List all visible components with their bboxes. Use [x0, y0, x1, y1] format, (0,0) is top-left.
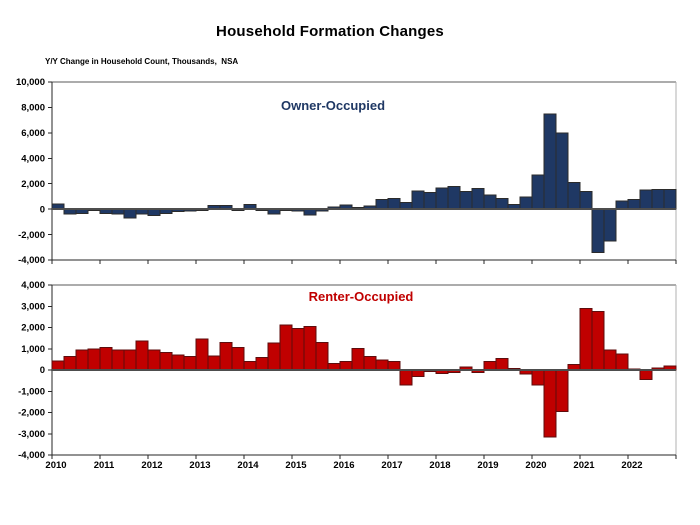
owner-y-tick-label: 8,000 [21, 103, 45, 114]
renter-y-tick-label: 3,000 [21, 301, 45, 312]
renter-bar-2021Q4 [615, 353, 629, 371]
owner-y-tick-label: -4,000 [18, 255, 45, 266]
renter-bar-2014Q3 [267, 342, 281, 371]
x-year-label-2013: 2013 [189, 460, 210, 471]
renter-bar-2015Q2 [303, 326, 317, 371]
renter-bar-2012Q2 [159, 352, 173, 371]
owner-bar-2020Q4 [567, 181, 581, 210]
renter-bar-2021Q2 [591, 311, 605, 371]
renter-y-tick-label: -2,000 [18, 408, 45, 419]
owner-bar-2019Q1 [483, 194, 497, 210]
owner-y-tick-label: 0 [40, 204, 45, 215]
renter-bar-2014Q2 [255, 356, 269, 371]
renter-y-tick-label: 4,000 [21, 280, 45, 291]
renter-bar-2015Q3 [315, 341, 329, 371]
renter-bar-2010Q4 [87, 348, 101, 371]
owner-bar-2021Q3 [603, 208, 617, 242]
renter-bar-2017Q1 [387, 361, 401, 371]
x-year-label-2016: 2016 [333, 460, 354, 471]
renter-bar-2013Q3 [219, 342, 233, 371]
owner-bar-2018Q4 [471, 188, 485, 210]
renter-bar-2014Q1 [243, 361, 257, 371]
renter-bar-2019Q1 [483, 361, 497, 371]
renter-y-tick-label: -3,000 [18, 429, 45, 440]
renter-bar-2013Q2 [207, 355, 221, 371]
renter-bar-2011Q4 [135, 340, 149, 371]
renter-y-tick-label: 1,000 [21, 344, 45, 355]
owner-bar-2022Q2 [639, 189, 653, 210]
owner-y-tick-label: 10,000 [16, 77, 45, 88]
renter-bar-2011Q1 [99, 347, 113, 371]
x-year-label-2014: 2014 [237, 460, 259, 471]
owner-bar-2019Q4 [519, 196, 533, 210]
owner-bar-2020Q1 [531, 174, 545, 210]
renter-y-tick-label: 2,000 [21, 323, 45, 334]
owner-occupied-series-label: Owner-Occupied [280, 98, 386, 113]
owner-bar-2021Q1 [579, 190, 593, 210]
owner-bar-2019Q2 [495, 197, 509, 210]
owner-bar-2022Q3 [651, 189, 665, 210]
owner-bar-2022Q4 [663, 189, 677, 210]
renter-bar-2020Q1 [531, 369, 545, 386]
x-year-label-2020: 2020 [525, 460, 546, 471]
owner-bar-2020Q3 [555, 132, 569, 210]
page-title: Household Formation Changes [216, 23, 444, 40]
renter-bar-2010Q2 [63, 356, 77, 371]
owner-y-tick-label: -2,000 [18, 230, 45, 241]
x-year-label-2011: 2011 [94, 460, 115, 471]
renter-y-tick-label: -4,000 [18, 450, 45, 461]
renter-bar-2017Q2 [399, 369, 413, 386]
renter-bar-2012Q3 [171, 354, 185, 371]
x-year-label-2010: 2010 [45, 460, 66, 471]
owner-bar-2016Q4 [375, 198, 389, 210]
owner-bar-2018Q3 [459, 190, 473, 210]
x-year-label-2015: 2015 [285, 460, 307, 471]
x-year-label-2018: 2018 [429, 460, 450, 471]
owner-y-tick-label: 2,000 [21, 179, 45, 190]
renter-bar-2016Q4 [375, 359, 389, 371]
renter-bar-2021Q1 [579, 307, 593, 371]
owner-bar-2011Q3 [123, 208, 137, 219]
renter-bar-2016Q1 [339, 361, 353, 371]
owner-bar-2021Q4 [615, 200, 629, 210]
owner-bar-2018Q1 [435, 187, 449, 210]
renter-bar-2010Q1 [51, 360, 65, 371]
renter-bar-2020Q3 [555, 369, 569, 412]
owner-bar-2021Q2 [591, 208, 605, 253]
x-year-label-2012: 2012 [141, 460, 162, 471]
x-year-label-2022: 2022 [621, 460, 642, 471]
owner-bar-2018Q2 [447, 185, 461, 210]
renter-bar-2021Q3 [603, 349, 617, 371]
x-year-label-2017: 2017 [381, 460, 402, 471]
renter-bar-2020Q2 [543, 369, 557, 438]
owner-bar-2022Q1 [627, 198, 641, 210]
renter-bar-2016Q3 [363, 356, 377, 371]
renter-bar-2019Q2 [495, 357, 509, 371]
renter-y-tick-label: -1,000 [18, 386, 45, 397]
x-year-label-2019: 2019 [477, 460, 498, 471]
renter-bar-2013Q1 [195, 338, 209, 371]
owner-y-tick-label: 6,000 [21, 128, 45, 139]
owner-bar-2017Q4 [423, 192, 437, 210]
renter-bar-2011Q2 [111, 349, 125, 371]
renter-bar-2012Q4 [183, 355, 197, 371]
renter-bar-2010Q3 [75, 349, 89, 371]
owner-bar-2017Q1 [387, 197, 401, 210]
owner-bar-2020Q2 [543, 113, 557, 210]
renter-bar-2011Q3 [123, 349, 137, 371]
renter-y-tick-label: 0 [40, 365, 45, 376]
owner-y-tick-label: 4,000 [21, 154, 45, 165]
renter-bar-2016Q2 [351, 347, 365, 371]
owner-bar-2017Q3 [411, 190, 425, 210]
renter-bar-2013Q4 [231, 346, 245, 371]
renter-bar-2014Q4 [279, 324, 293, 371]
axis-units-subtitle: Y/Y Change in Household Count, Thousands… [45, 57, 239, 66]
renter-bar-2015Q1 [291, 327, 305, 371]
x-year-label-2021: 2021 [573, 460, 595, 471]
renter-bar-2022Q2 [639, 369, 653, 381]
renter-occupied-series-label: Renter-Occupied [308, 289, 414, 304]
renter-bar-2012Q1 [147, 349, 161, 371]
